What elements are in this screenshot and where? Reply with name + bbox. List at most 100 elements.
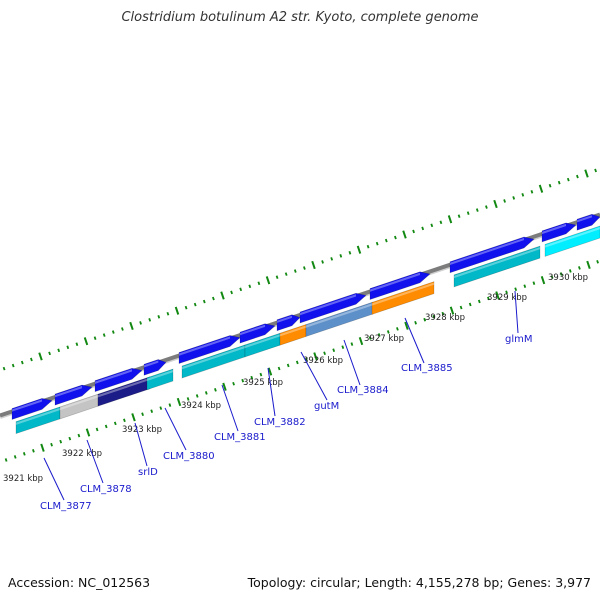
outer-tick bbox=[230, 290, 233, 295]
outer-tick bbox=[512, 196, 516, 200]
outer-tick bbox=[303, 266, 306, 270]
gene-label: CLM_3877 bbox=[40, 501, 92, 512]
outer-tick bbox=[11, 363, 15, 368]
gene-label: gutM bbox=[314, 401, 339, 412]
outer-tick bbox=[83, 337, 89, 346]
outer-tick bbox=[111, 330, 115, 334]
outer-tick bbox=[139, 321, 142, 325]
outer-tick bbox=[348, 250, 352, 255]
kbp-label: 3930 kbp bbox=[548, 273, 588, 283]
leader-line bbox=[43, 457, 65, 501]
outer-tick bbox=[284, 272, 288, 276]
inner-tick bbox=[59, 439, 63, 444]
inner-tick bbox=[305, 357, 308, 362]
outer-tick bbox=[421, 226, 425, 231]
gene-forward bbox=[178, 335, 241, 364]
outer-tick bbox=[166, 311, 170, 316]
outer-tick bbox=[48, 351, 51, 356]
outer-tick bbox=[339, 254, 343, 258]
outer-tick bbox=[576, 174, 579, 179]
kbp-label: 3924 kbp bbox=[181, 401, 221, 411]
inner-tick bbox=[396, 327, 399, 331]
inner-tick bbox=[186, 397, 190, 401]
outer-tick bbox=[148, 318, 152, 322]
outer-tick bbox=[557, 180, 561, 185]
inner-tick bbox=[68, 436, 72, 441]
inner-tick bbox=[4, 458, 8, 462]
inner-tick bbox=[267, 367, 273, 376]
outer-tick bbox=[412, 229, 415, 234]
kbp-scale-labels: 3921 kbp 3922 kbp 3923 kbp 3924 kbp 3925 kbp… bbox=[3, 273, 588, 484]
outer-tick bbox=[485, 205, 488, 209]
outer-tick bbox=[375, 241, 379, 246]
inner-tick bbox=[550, 275, 554, 279]
leader-line bbox=[404, 317, 425, 364]
leader-line bbox=[267, 367, 276, 417]
inner-tick bbox=[168, 403, 172, 407]
inner-tick bbox=[40, 443, 45, 452]
kbp-label: 3925 kbp bbox=[243, 378, 283, 388]
gene-label: CLM_3882 bbox=[254, 417, 306, 428]
accession-text: Accession: NC_012563 bbox=[8, 575, 151, 590]
outer-tick bbox=[66, 345, 70, 350]
outer-tick bbox=[311, 260, 316, 270]
inner-tick bbox=[468, 302, 472, 307]
outer-tick bbox=[384, 238, 388, 243]
inner-tick bbox=[277, 366, 281, 371]
gene-label: CLM_3881 bbox=[214, 432, 266, 443]
inner-tick bbox=[141, 412, 144, 417]
map-title: Clostridium botulinum A2 str. Kyoto, com… bbox=[121, 10, 479, 25]
inner-tick bbox=[113, 421, 117, 426]
outer-tick bbox=[394, 235, 397, 240]
inner-tick bbox=[32, 449, 35, 453]
outer-tick bbox=[193, 302, 197, 307]
gene-reverse-highlight bbox=[544, 225, 600, 257]
outer-tick bbox=[202, 299, 206, 304]
outer-tick bbox=[75, 342, 79, 347]
gene-reverse bbox=[453, 245, 541, 288]
inner-tick bbox=[487, 296, 490, 301]
inner-tick bbox=[368, 336, 372, 340]
inner-tick bbox=[495, 291, 500, 300]
outer-tick bbox=[538, 184, 544, 193]
outer-tick bbox=[548, 183, 552, 188]
inner-tick bbox=[377, 333, 381, 337]
inner-tick bbox=[95, 427, 99, 432]
inner-tick bbox=[532, 281, 536, 285]
outer-tick bbox=[330, 257, 334, 261]
gene-forward bbox=[143, 359, 167, 376]
inner-tick bbox=[222, 382, 227, 391]
outer-tick bbox=[174, 306, 180, 315]
gene-reverse-orange bbox=[371, 281, 435, 315]
inner-tick bbox=[241, 378, 245, 383]
outer-tick bbox=[248, 284, 252, 289]
inner-tick bbox=[85, 428, 91, 437]
topology-summary: Topology: circular; Length: 4,155,278 bp… bbox=[247, 575, 591, 590]
outer-tick bbox=[366, 244, 370, 249]
outer-tick bbox=[93, 336, 97, 340]
leader-line bbox=[164, 407, 187, 451]
inner-tick bbox=[540, 275, 546, 285]
outer-tick bbox=[293, 269, 297, 273]
inner-tick bbox=[232, 381, 235, 386]
inner-tick bbox=[505, 290, 508, 295]
outer-tick bbox=[566, 177, 570, 182]
outer-tick bbox=[220, 291, 225, 300]
outer-tick bbox=[129, 321, 134, 331]
inner-tick bbox=[332, 348, 336, 353]
inner-tick bbox=[432, 314, 436, 319]
outer-tick bbox=[265, 276, 271, 285]
outer-tick bbox=[402, 230, 407, 239]
gene-label: CLM_3878 bbox=[80, 484, 132, 495]
inner-tick bbox=[404, 321, 409, 330]
outer-tick bbox=[356, 245, 362, 254]
outer-tick bbox=[184, 305, 188, 310]
inner-tick bbox=[295, 360, 299, 365]
inner-tick bbox=[586, 260, 591, 269]
outer-tick bbox=[466, 211, 470, 215]
inner-tick bbox=[50, 442, 53, 447]
inner-tick bbox=[459, 305, 463, 310]
inner-tick bbox=[596, 260, 599, 264]
inner-tick bbox=[286, 363, 290, 368]
